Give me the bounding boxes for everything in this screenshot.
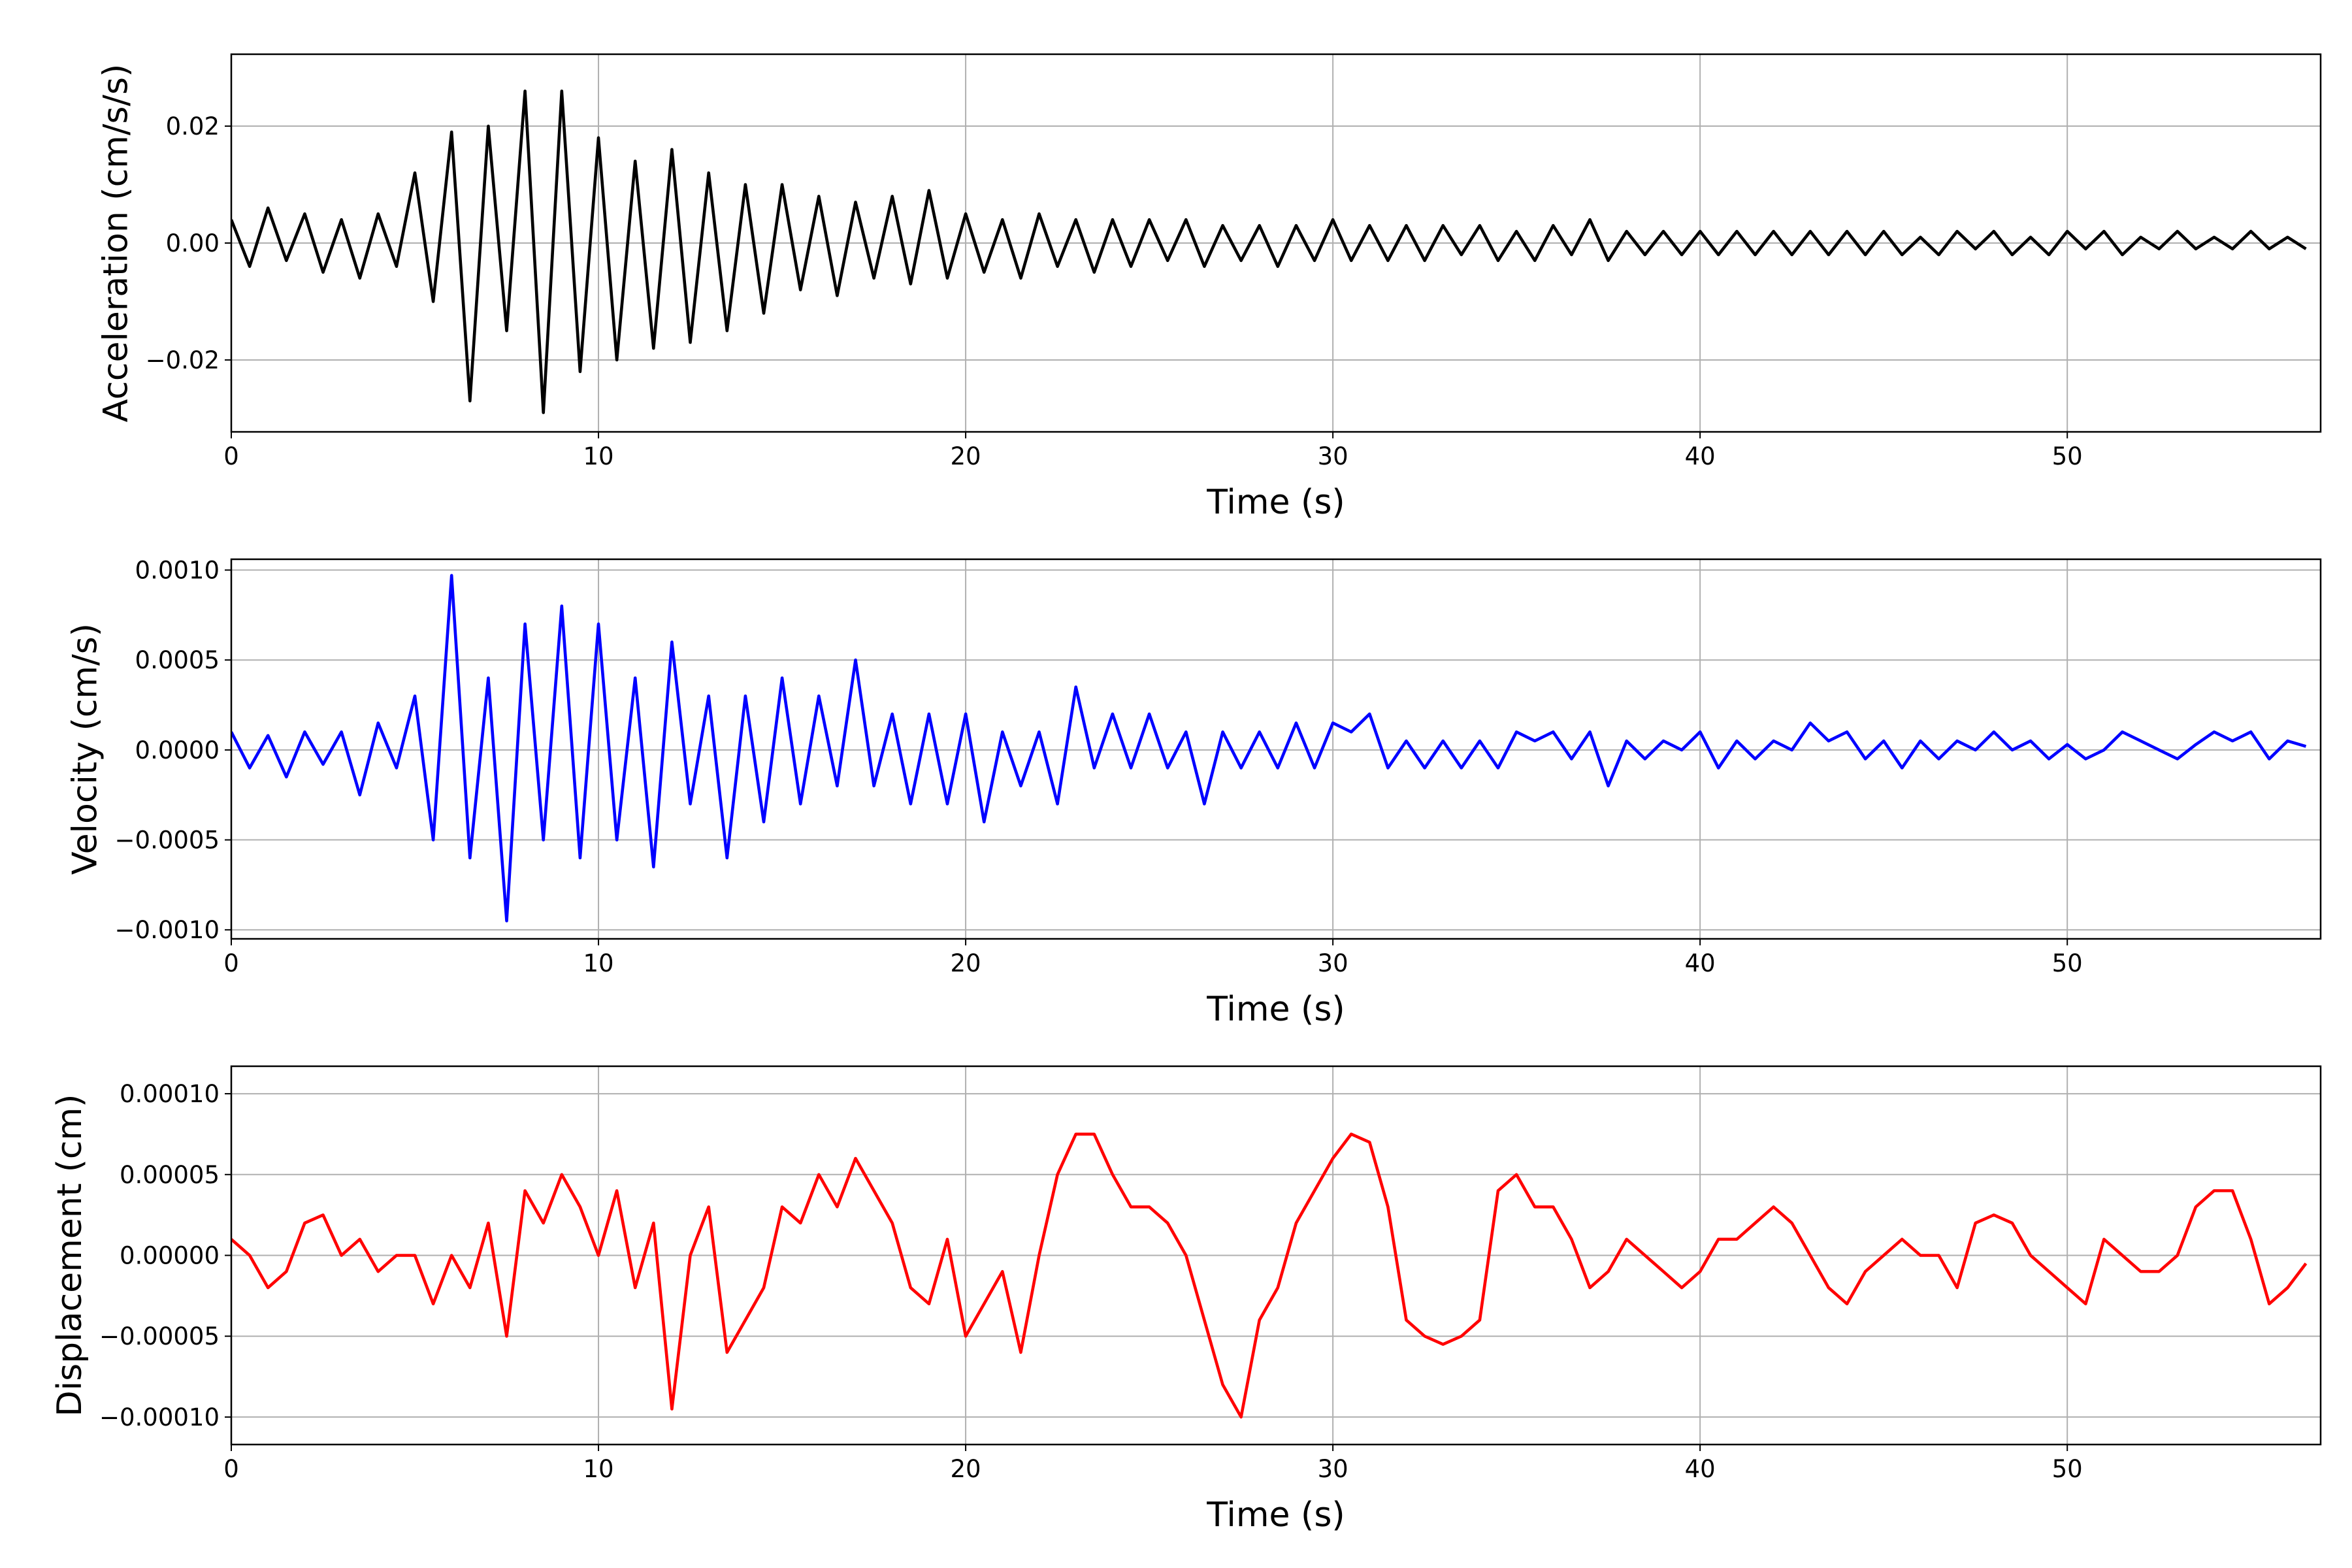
x-tick-label: 0 [223, 949, 239, 977]
y-tick-label: −0.00005 [99, 1322, 220, 1350]
y-tick-label: 0.00000 [120, 1242, 220, 1270]
y-tick-label: 0.0000 [135, 736, 220, 764]
y-tick-label: 0.0010 [135, 557, 220, 585]
x-tick-label: 50 [2052, 442, 2083, 470]
data-line [231, 90, 2307, 414]
x-tick-label: 30 [1318, 442, 1348, 470]
y-tick-label: 0.02 [166, 112, 220, 140]
x-tick-label: 10 [583, 442, 613, 470]
y-tick-label: −0.0010 [115, 916, 220, 944]
y-axis-label: Acceleration (cm/s/s) [97, 64, 136, 423]
y-tick-label: −0.00010 [99, 1403, 220, 1431]
x-tick-label: 50 [2052, 1455, 2083, 1483]
y-tick-label: 0.00005 [120, 1161, 220, 1189]
x-axis-label: Time (s) [1206, 990, 1345, 1029]
x-tick-label: 0 [223, 442, 239, 470]
x-tick-label: 20 [951, 949, 981, 977]
x-tick-label: 0 [223, 1455, 239, 1483]
x-tick-label: 10 [583, 1455, 613, 1483]
x-tick-label: 40 [1685, 442, 1716, 470]
y-tick-label: −0.02 [146, 346, 220, 374]
y-tick-label: 0.00010 [120, 1080, 220, 1108]
x-tick-label: 40 [1685, 949, 1716, 977]
y-tick-label: −0.0005 [115, 826, 220, 855]
x-tick-label: 10 [583, 949, 613, 977]
x-tick-label: 30 [1318, 1455, 1348, 1483]
x-tick-label: 20 [951, 1455, 981, 1483]
data-line [231, 1132, 2308, 1419]
y-axis-label: Displacement (cm) [50, 1094, 90, 1417]
x-axis-label: Time (s) [1206, 1495, 1345, 1535]
y-tick-label: 0.00 [166, 229, 220, 257]
x-tick-label: 50 [2052, 949, 2083, 977]
x-tick-label: 40 [1685, 1455, 1716, 1483]
y-axis-label: Velocity (cm/s) [66, 623, 105, 875]
y-tick-label: 0.0005 [135, 646, 220, 674]
x-tick-label: 20 [951, 442, 981, 470]
plot-frame [230, 558, 2322, 940]
x-axis-label: Time (s) [1206, 483, 1345, 522]
x-tick-label: 30 [1318, 949, 1348, 977]
data-line [231, 574, 2307, 923]
